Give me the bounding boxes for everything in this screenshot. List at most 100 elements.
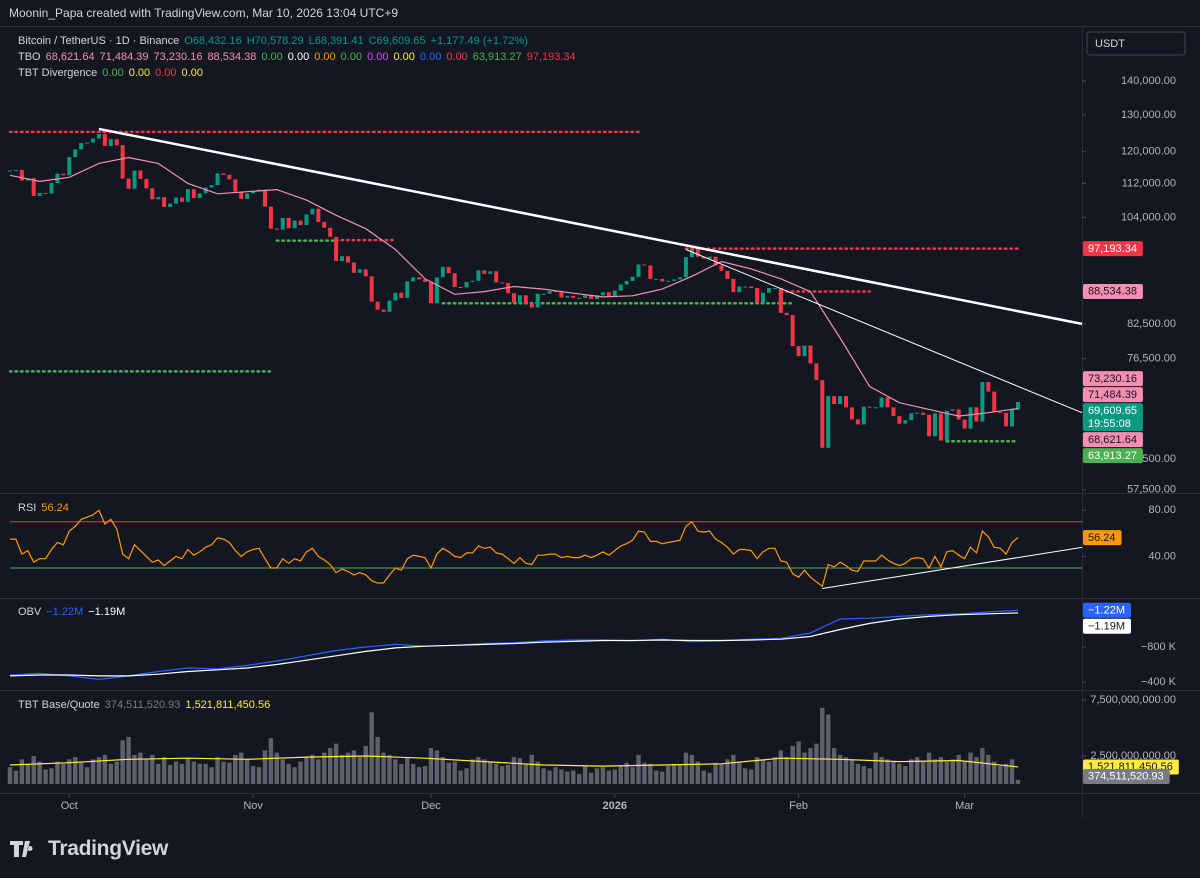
candle bbox=[654, 278, 659, 280]
volume-bar bbox=[612, 769, 617, 784]
price-badge bbox=[1083, 618, 1131, 634]
volume-bar bbox=[671, 763, 677, 784]
volume-bar bbox=[422, 766, 428, 784]
series-line bbox=[9, 755, 1019, 768]
candle bbox=[156, 197, 161, 200]
volume-bar bbox=[837, 754, 843, 784]
candle bbox=[921, 412, 926, 415]
candle bbox=[956, 409, 961, 420]
candle bbox=[796, 346, 801, 357]
volume-bar bbox=[642, 762, 647, 784]
legend-text: C69,609.65 bbox=[368, 35, 426, 47]
volume-bar bbox=[493, 763, 499, 784]
footer-logo: TradingView bbox=[48, 837, 169, 860]
candle bbox=[375, 301, 380, 310]
y-tick-label: 80.00 bbox=[1148, 504, 1176, 516]
volume-bar bbox=[203, 763, 208, 784]
price-badge-label: 374,511,520.93 bbox=[1088, 771, 1164, 783]
volume-bar bbox=[446, 762, 451, 784]
price-badge-label: 71,484.39 bbox=[1088, 389, 1137, 401]
volume-bar bbox=[114, 761, 119, 784]
volume-bar bbox=[78, 761, 84, 784]
volume-bar bbox=[677, 764, 683, 784]
candle bbox=[316, 208, 321, 222]
y-tick-label: 76,500.00 bbox=[1127, 353, 1176, 365]
candle bbox=[286, 217, 291, 229]
series-line bbox=[9, 612, 1019, 677]
candle bbox=[553, 291, 558, 293]
candle bbox=[280, 217, 285, 230]
candle bbox=[589, 295, 594, 299]
legend-volume: TBT Base/Quote 374,511,520.93 1,521,811,45… bbox=[18, 699, 270, 711]
volume-bar bbox=[790, 745, 795, 784]
candle bbox=[992, 391, 997, 413]
volume-bar bbox=[695, 761, 700, 784]
volume-bar bbox=[144, 759, 149, 784]
candle bbox=[980, 382, 985, 422]
volume-bar bbox=[185, 758, 191, 784]
volume-bar bbox=[1009, 759, 1015, 784]
y-tick-label: 140,000.00 bbox=[1121, 75, 1176, 87]
volume-bar bbox=[67, 759, 72, 784]
candle bbox=[197, 193, 202, 199]
volume-bar bbox=[956, 754, 961, 784]
volume-bar bbox=[173, 761, 179, 784]
volume-bar bbox=[43, 769, 48, 784]
legend-text: 0.00 bbox=[102, 67, 124, 79]
candle bbox=[517, 295, 522, 303]
legend-text: TBT Divergence bbox=[18, 67, 98, 79]
candle bbox=[67, 157, 72, 176]
volume-bar bbox=[849, 759, 855, 784]
candle bbox=[600, 292, 605, 296]
volume-bar bbox=[138, 752, 143, 784]
price-badge bbox=[1083, 530, 1122, 546]
volume-bar bbox=[855, 763, 861, 784]
legend-text: Bitcoin / TetherUS · 1D · Binance bbox=[18, 35, 180, 47]
volume-bar bbox=[167, 764, 173, 784]
candle bbox=[452, 273, 457, 287]
candle bbox=[304, 214, 309, 226]
series-line bbox=[10, 509, 1019, 588]
x-tick-label: 2026 bbox=[603, 800, 627, 812]
volume-bar bbox=[760, 759, 766, 784]
volume-bar bbox=[523, 763, 529, 784]
volume-bar bbox=[73, 757, 78, 784]
candle bbox=[434, 277, 439, 304]
volume-bar bbox=[132, 754, 137, 784]
candle bbox=[120, 145, 125, 179]
volume-bar bbox=[37, 761, 42, 784]
y-tick-label: 82,500.00 bbox=[1127, 318, 1176, 330]
volume-bar bbox=[393, 759, 398, 784]
candle bbox=[482, 270, 487, 274]
volume-bar bbox=[962, 761, 967, 784]
y-tick-label: 57,500.00 bbox=[1127, 484, 1176, 496]
candle bbox=[559, 292, 564, 298]
candle bbox=[766, 288, 771, 293]
candle bbox=[150, 188, 155, 200]
volume-bar bbox=[618, 766, 623, 784]
price-badge-label: 63,913.27 bbox=[1088, 450, 1137, 462]
volume-bar bbox=[588, 772, 594, 784]
volume-bar bbox=[897, 763, 902, 784]
currency-box[interactable] bbox=[1086, 31, 1186, 56]
candle bbox=[927, 414, 932, 437]
candle bbox=[909, 413, 914, 421]
volume-bar bbox=[665, 766, 671, 784]
candle bbox=[162, 197, 167, 208]
candle bbox=[233, 179, 238, 192]
volume-bar bbox=[529, 754, 534, 784]
volume-bar bbox=[215, 757, 220, 784]
candle bbox=[393, 292, 398, 301]
volume-bar bbox=[482, 759, 487, 784]
legend-rsi: RSI 56.24 bbox=[18, 502, 69, 514]
candle bbox=[713, 256, 718, 266]
legend-text: 97,193.34 bbox=[526, 51, 576, 63]
candle bbox=[820, 380, 825, 448]
candle bbox=[630, 276, 635, 281]
volume-bar bbox=[292, 767, 297, 784]
volume-bar bbox=[102, 754, 108, 784]
y-tick-label: 120,000.00 bbox=[1121, 146, 1176, 158]
candle bbox=[298, 220, 303, 226]
legend-text: −1.22M bbox=[46, 606, 84, 618]
volume-bar bbox=[84, 767, 90, 784]
